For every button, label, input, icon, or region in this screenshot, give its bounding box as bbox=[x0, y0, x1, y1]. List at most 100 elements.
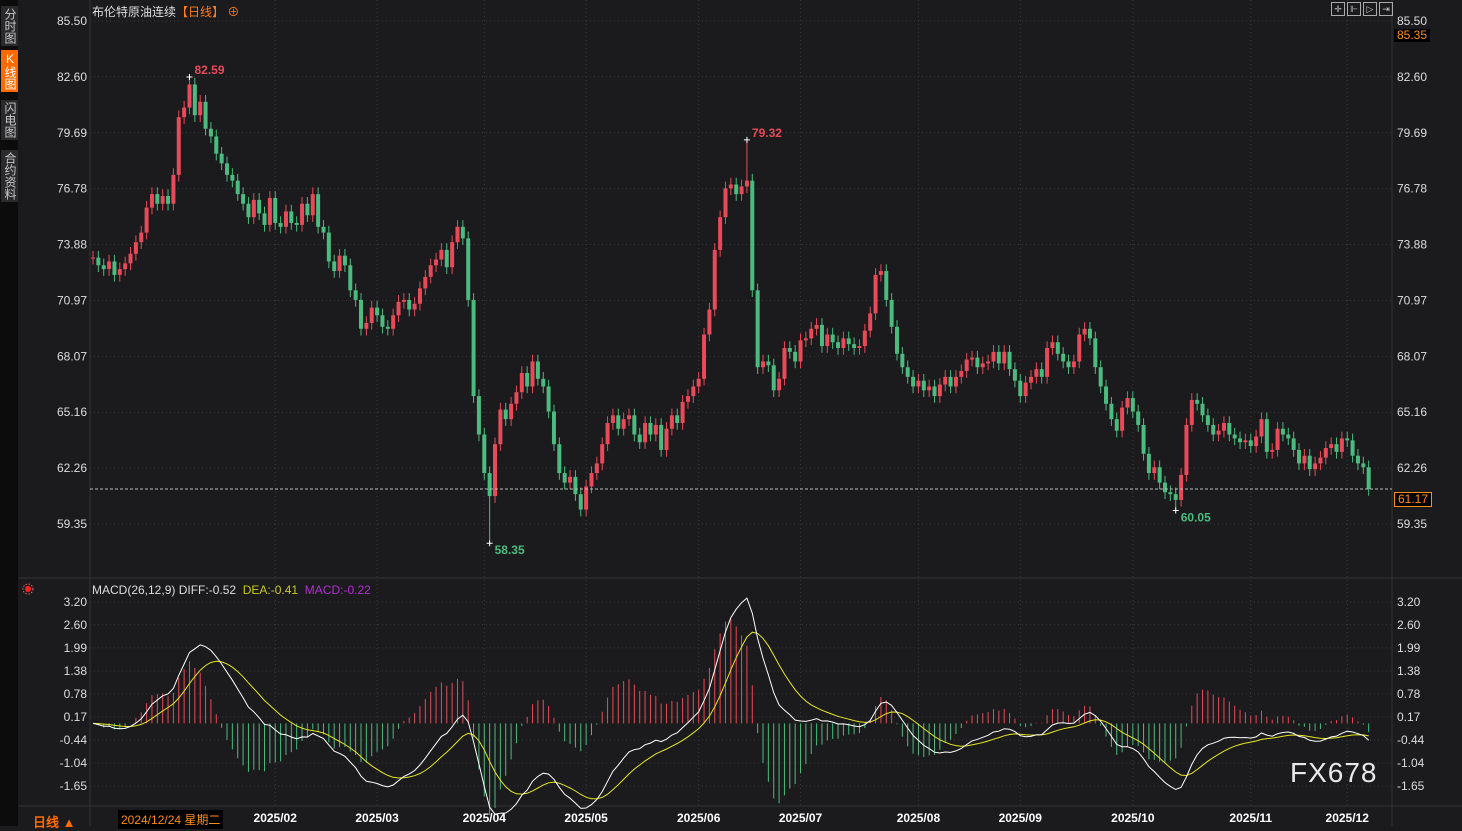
candle bbox=[466, 231, 471, 307]
candle bbox=[519, 366, 524, 399]
candle-body bbox=[932, 386, 937, 397]
candle-body bbox=[718, 217, 723, 250]
candle bbox=[337, 248, 342, 278]
candle bbox=[878, 264, 883, 282]
candle-body bbox=[1152, 467, 1157, 474]
candle-body bbox=[1125, 398, 1130, 408]
candle bbox=[1087, 322, 1092, 346]
candle-body bbox=[493, 444, 497, 497]
candle-body bbox=[509, 403, 514, 420]
candle-body bbox=[117, 269, 122, 275]
sidebar-tab-flash[interactable]: 闪电图 bbox=[1, 100, 18, 140]
crosshair-icon[interactable]: ✛ bbox=[1331, 2, 1345, 16]
last-price-label: 61.17 bbox=[1394, 492, 1433, 507]
candle bbox=[932, 379, 937, 403]
candle-body bbox=[707, 309, 712, 335]
candle-body bbox=[594, 463, 599, 474]
candle bbox=[1195, 393, 1200, 411]
candle bbox=[996, 345, 1001, 371]
candle-body bbox=[809, 328, 814, 339]
play-icon[interactable]: ▷ bbox=[1363, 2, 1377, 16]
candle-body bbox=[1141, 424, 1146, 454]
candle-body bbox=[487, 473, 492, 497]
candle bbox=[696, 372, 701, 394]
circle-plus-icon[interactable]: ⊕ bbox=[227, 5, 240, 19]
indicator-settings-icon[interactable] bbox=[22, 583, 34, 595]
candle bbox=[616, 408, 621, 436]
candle bbox=[895, 320, 899, 361]
chart-title: 布伦特原油连续【日线】 ⊕ bbox=[92, 3, 239, 20]
candle bbox=[959, 364, 964, 384]
candle-body bbox=[600, 444, 605, 464]
period-button[interactable]: 日线 ▲ bbox=[33, 815, 76, 830]
candle bbox=[493, 437, 497, 503]
watermark-logo: FX678 bbox=[1290, 757, 1378, 788]
candle-body bbox=[1355, 455, 1360, 464]
candle bbox=[1018, 373, 1023, 403]
sidebar-tab-intraday[interactable]: 分时图 bbox=[1, 6, 18, 46]
macd-tick-left: -1.04 bbox=[60, 756, 88, 770]
candle-body bbox=[155, 194, 160, 204]
candle-body bbox=[675, 415, 680, 424]
sidebar-tab-kline[interactable]: K线图 bbox=[1, 50, 18, 92]
macd-tick-right: 2.60 bbox=[1397, 618, 1421, 632]
candle bbox=[1366, 460, 1371, 496]
candle-body bbox=[332, 261, 337, 272]
candle bbox=[1050, 335, 1055, 355]
candle bbox=[1136, 404, 1141, 432]
candle-body bbox=[434, 259, 439, 266]
candle-body bbox=[551, 411, 556, 445]
candle-body bbox=[846, 338, 851, 345]
candle-body bbox=[316, 194, 321, 227]
candle-body bbox=[310, 194, 315, 216]
candle-body bbox=[348, 265, 353, 291]
time-tick-label: 2025/05 bbox=[564, 811, 608, 825]
candle bbox=[1098, 360, 1103, 394]
candle-body bbox=[251, 199, 256, 218]
candle bbox=[401, 293, 406, 309]
candle-body bbox=[530, 361, 535, 387]
macd-title: MACD(26,12,9) bbox=[92, 583, 176, 597]
price-tick-right: 73.88 bbox=[1397, 238, 1427, 252]
candle-body bbox=[1136, 411, 1141, 425]
candle-body bbox=[1173, 494, 1178, 500]
macd-tick-right: -1.65 bbox=[1397, 779, 1425, 793]
candle bbox=[600, 437, 605, 471]
exit-icon[interactable]: ⇥ bbox=[1379, 2, 1393, 16]
dea-value: DEA:-0.41 bbox=[242, 583, 299, 597]
candle-body bbox=[793, 351, 798, 362]
candle bbox=[723, 181, 728, 224]
candle bbox=[1066, 354, 1071, 374]
candle-body bbox=[1189, 399, 1194, 425]
candle bbox=[1029, 370, 1033, 390]
candle-body bbox=[225, 163, 229, 175]
candle bbox=[385, 320, 390, 336]
candle-body bbox=[353, 290, 358, 300]
candle-body bbox=[685, 396, 690, 402]
candle bbox=[273, 191, 278, 230]
sidebar-tab-contract-info[interactable]: 合约资料 bbox=[1, 150, 18, 202]
candle bbox=[1007, 345, 1012, 376]
candle-body bbox=[648, 423, 653, 435]
price-tick-left: 79.69 bbox=[57, 126, 87, 140]
zoom-start-icon[interactable]: ⊩ bbox=[1347, 2, 1361, 16]
candle bbox=[369, 300, 374, 330]
candle bbox=[139, 225, 144, 249]
candle-body bbox=[1243, 440, 1248, 443]
candle-body bbox=[471, 299, 476, 397]
price-tick-left: 70.97 bbox=[57, 293, 87, 307]
candle-body bbox=[1211, 424, 1216, 435]
time-tick-label: 2025/02 bbox=[254, 811, 298, 825]
candle bbox=[450, 235, 455, 274]
price-tick-right: 82.60 bbox=[1397, 70, 1427, 84]
candle bbox=[1350, 433, 1355, 463]
candle-body bbox=[1104, 386, 1109, 404]
candle bbox=[460, 220, 465, 246]
candle bbox=[1023, 375, 1028, 403]
candle-body bbox=[417, 288, 422, 304]
price-tick-right: 65.16 bbox=[1397, 405, 1427, 419]
candle bbox=[171, 168, 176, 211]
candle-body bbox=[723, 188, 728, 218]
candle bbox=[423, 270, 428, 296]
